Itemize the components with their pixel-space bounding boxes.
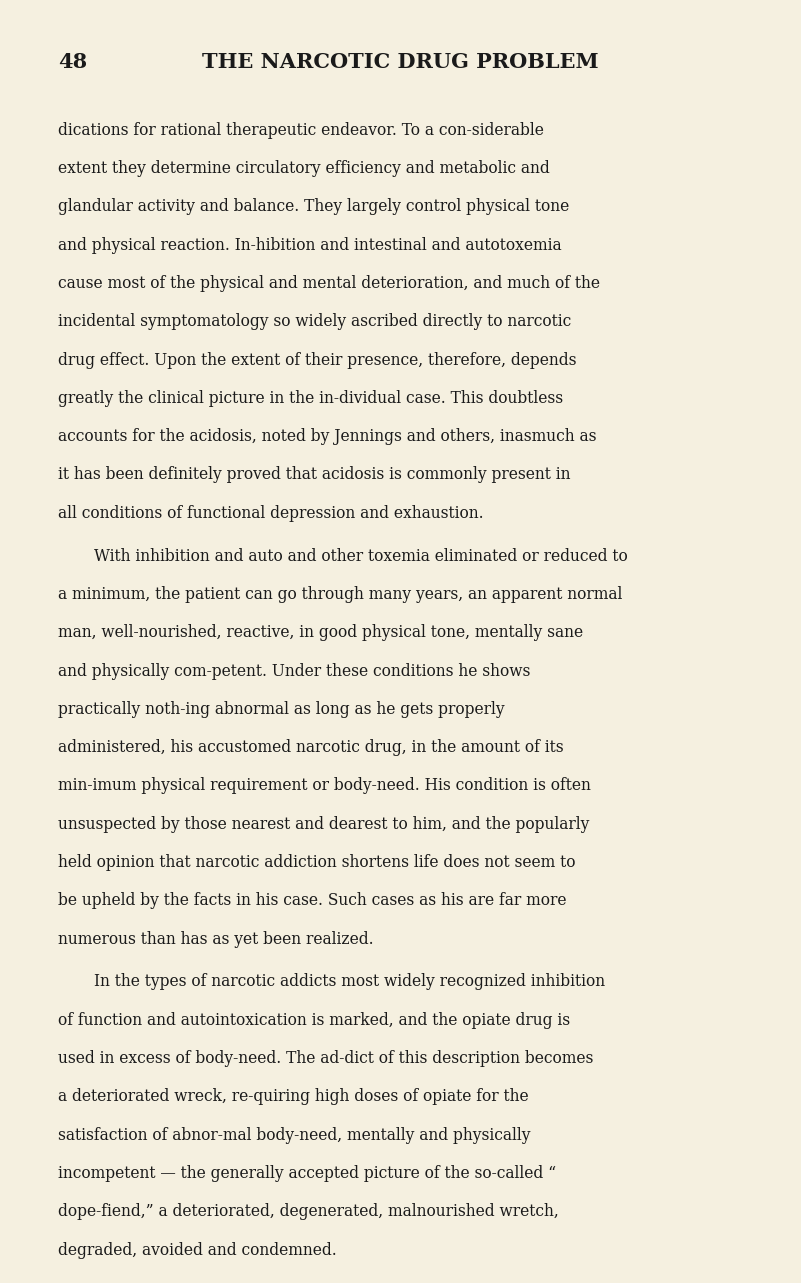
Text: a minimum, the patient can go through many years, an apparent normal: a minimum, the patient can go through ma…	[58, 586, 622, 603]
Text: of function and autointoxication is marked, and the opiate drug is: of function and autointoxication is mark…	[58, 1012, 570, 1029]
Text: drug effect. Upon the extent of their presence, therefore, depends: drug effect. Upon the extent of their pr…	[58, 352, 576, 368]
Text: administered, his accustomed narcotic drug, in the amount of its: administered, his accustomed narcotic dr…	[58, 739, 563, 756]
Text: a deteriorated wreck, re-quiring high doses of opiate for the: a deteriorated wreck, re-quiring high do…	[58, 1088, 529, 1106]
Text: accounts for the acidosis, noted by Jennings and others, inasmuch as: accounts for the acidosis, noted by Jenn…	[58, 429, 596, 445]
Text: THE NARCOTIC DRUG PROBLEM: THE NARCOTIC DRUG PROBLEM	[202, 53, 599, 72]
Text: practically noth-ing abnormal as long as he gets properly: practically noth-ing abnormal as long as…	[58, 701, 505, 717]
Text: numerous than has as yet been realized.: numerous than has as yet been realized.	[58, 930, 373, 948]
Text: be upheld by the facts in his case. Such cases as his are far more: be upheld by the facts in his case. Such…	[58, 892, 566, 910]
Text: greatly the clinical picture in the in-dividual case. This doubtless: greatly the clinical picture in the in-d…	[58, 390, 563, 407]
Text: extent they determine circulatory efficiency and metabolic and: extent they determine circulatory effici…	[58, 160, 549, 177]
Text: degraded, avoided and condemned.: degraded, avoided and condemned.	[58, 1242, 336, 1259]
Text: glandular activity and balance. They largely control physical tone: glandular activity and balance. They lar…	[58, 199, 569, 216]
Text: man, well-nourished, reactive, in good physical tone, mentally sane: man, well-nourished, reactive, in good p…	[58, 625, 583, 642]
Text: cause most of the physical and mental deterioration, and much of the: cause most of the physical and mental de…	[58, 275, 600, 293]
Text: satisfaction of abnor-mal body-need, mentally and physically: satisfaction of abnor-mal body-need, men…	[58, 1126, 530, 1143]
Text: dications for rational therapeutic endeavor. To a con-siderable: dications for rational therapeutic endea…	[58, 122, 544, 139]
Text: 48: 48	[58, 53, 87, 72]
Text: it has been definitely proved that acidosis is commonly present in: it has been definitely proved that acido…	[58, 467, 570, 484]
Text: all conditions of functional depression and exhaustion.: all conditions of functional depression …	[58, 504, 483, 522]
Text: used in excess of body-need. The ad-dict of this description becomes: used in excess of body-need. The ad-dict…	[58, 1049, 593, 1067]
Text: unsuspected by those nearest and dearest to him, and the popularly: unsuspected by those nearest and dearest…	[58, 816, 589, 833]
Text: With inhibition and auto and other toxemia eliminated or reduced to: With inhibition and auto and other toxem…	[94, 548, 627, 565]
Text: In the types of narcotic addicts most widely recognized inhibition: In the types of narcotic addicts most wi…	[94, 974, 605, 990]
Text: and physical reaction. In-hibition and intestinal and autotoxemia: and physical reaction. In-hibition and i…	[58, 236, 562, 254]
Text: incidental symptomatology so widely ascribed directly to narcotic: incidental symptomatology so widely ascr…	[58, 313, 571, 330]
Text: and physically com-petent. Under these conditions he shows: and physically com-petent. Under these c…	[58, 662, 530, 680]
Text: incompetent — the generally accepted picture of the so-called “: incompetent — the generally accepted pic…	[58, 1165, 556, 1182]
Text: held opinion that narcotic addiction shortens life does not seem to: held opinion that narcotic addiction sho…	[58, 854, 575, 871]
Text: min-imum physical requirement or body-need. His condition is often: min-imum physical requirement or body-ne…	[58, 777, 590, 794]
Text: dope-fiend,” a deteriorated, degenerated, malnourished wretch,: dope-fiend,” a deteriorated, degenerated…	[58, 1203, 558, 1220]
